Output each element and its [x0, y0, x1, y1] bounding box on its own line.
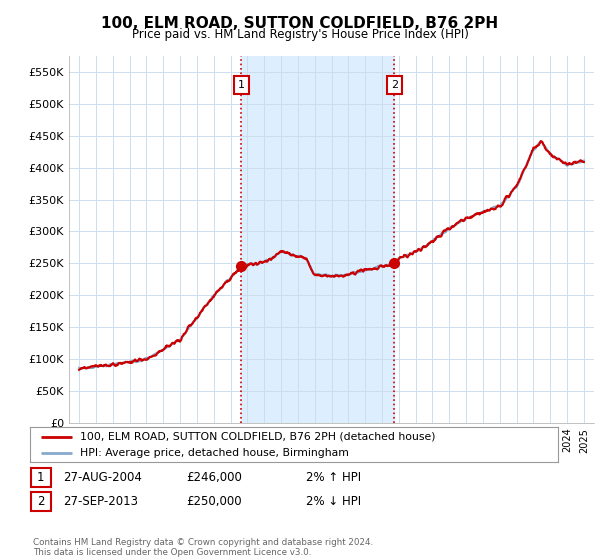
Text: Contains HM Land Registry data © Crown copyright and database right 2024.
This d: Contains HM Land Registry data © Crown c… — [33, 538, 373, 557]
Text: 1: 1 — [238, 80, 245, 90]
Text: 1: 1 — [37, 470, 44, 484]
Bar — [241, 56, 394, 423]
Text: 27-SEP-2013: 27-SEP-2013 — [63, 494, 138, 508]
Text: 27-AUG-2004: 27-AUG-2004 — [63, 470, 142, 484]
Text: 2: 2 — [37, 494, 44, 508]
Text: £246,000: £246,000 — [186, 470, 242, 484]
Text: Price paid vs. HM Land Registry's House Price Index (HPI): Price paid vs. HM Land Registry's House … — [131, 28, 469, 41]
Text: HPI: Average price, detached house, Birmingham: HPI: Average price, detached house, Birm… — [80, 447, 349, 458]
Text: 100, ELM ROAD, SUTTON COLDFIELD, B76 2PH (detached house): 100, ELM ROAD, SUTTON COLDFIELD, B76 2PH… — [80, 432, 436, 442]
Text: 2% ↓ HPI: 2% ↓ HPI — [306, 494, 361, 508]
Text: 100, ELM ROAD, SUTTON COLDFIELD, B76 2PH: 100, ELM ROAD, SUTTON COLDFIELD, B76 2PH — [101, 16, 499, 31]
Text: 2% ↑ HPI: 2% ↑ HPI — [306, 470, 361, 484]
Text: £250,000: £250,000 — [186, 494, 242, 508]
Text: 2: 2 — [391, 80, 398, 90]
